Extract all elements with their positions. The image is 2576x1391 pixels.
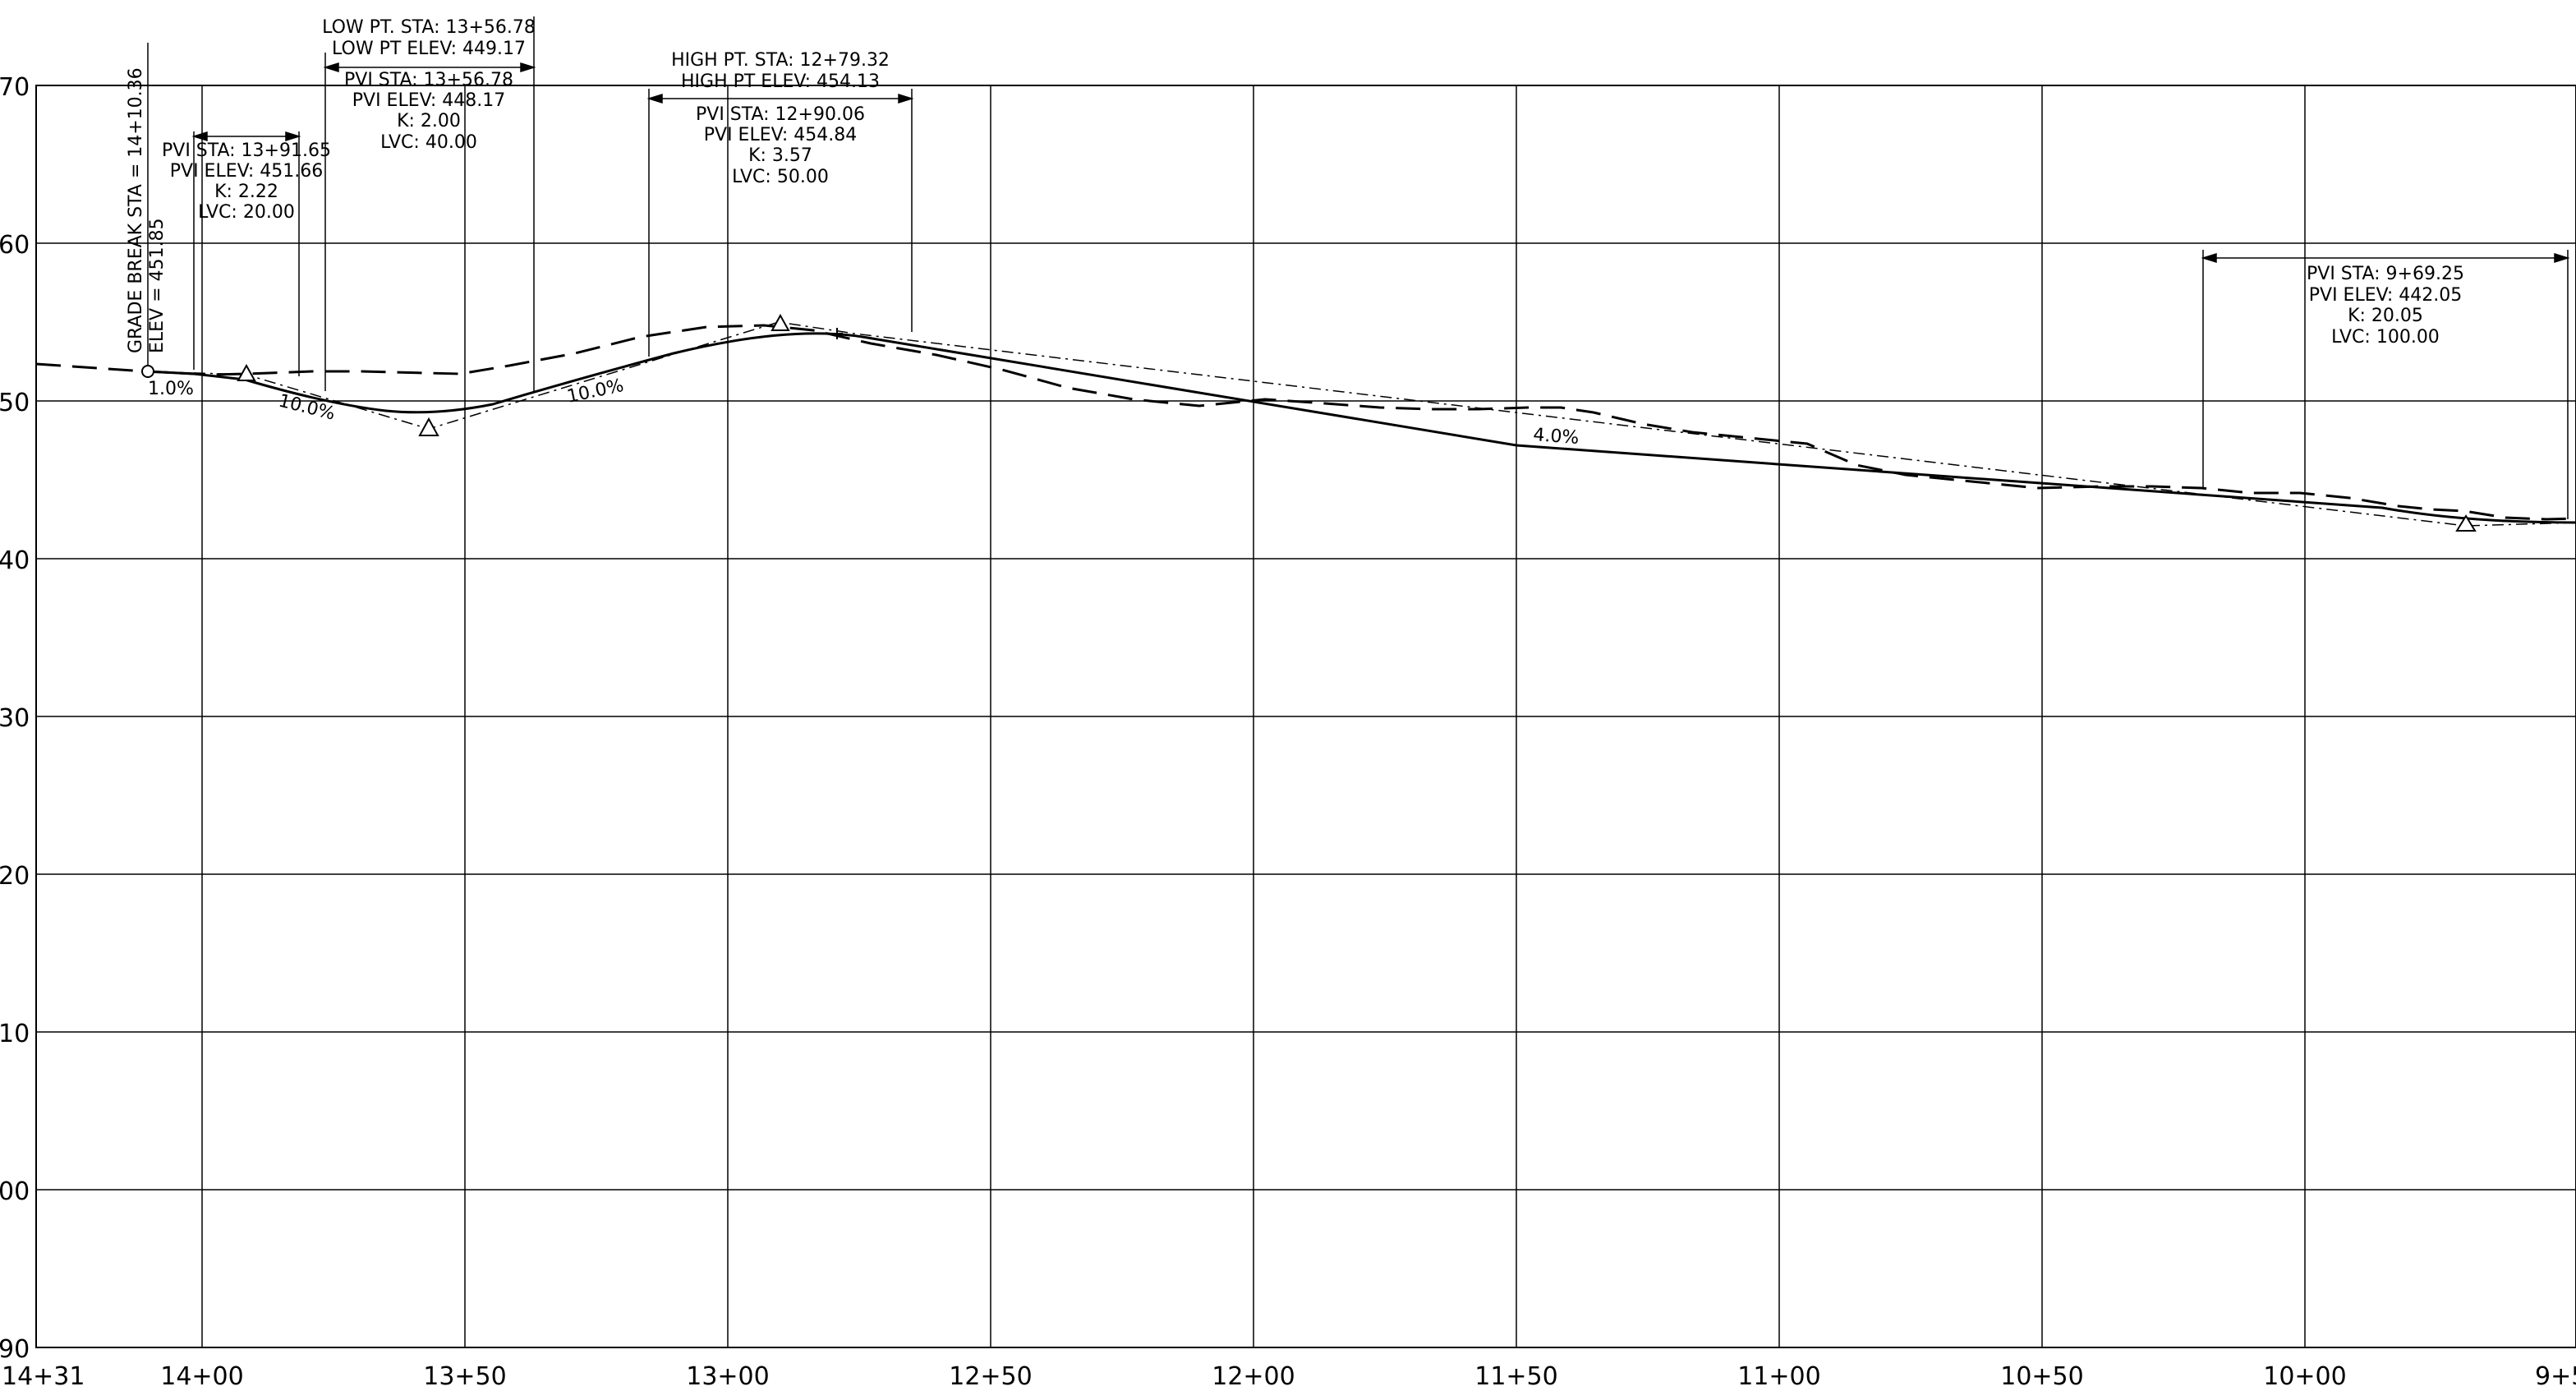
curve-4-lvc: LVC: 100.00 bbox=[2331, 327, 2440, 348]
x-tick-label: 9+5 bbox=[2535, 1362, 2576, 1391]
curve-1-lvc: LVC: 20.00 bbox=[198, 202, 295, 223]
y-tick-label: 20 bbox=[0, 862, 30, 891]
finished-grade-profile bbox=[145, 332, 2576, 524]
x-tick-label: 14+31 bbox=[2, 1362, 85, 1391]
x-tick-label: 13+50 bbox=[423, 1362, 506, 1391]
grade-break-station: GRADE BREAK STA = 14+10.36 bbox=[126, 67, 146, 353]
pvi-triangle-icon bbox=[770, 313, 790, 331]
curve-2-annotation bbox=[323, 16, 536, 391]
vertical-grid bbox=[201, 85, 2306, 1347]
curve-3-k: K: 3.57 bbox=[748, 145, 812, 166]
curve-2-k: K: 2.00 bbox=[397, 111, 461, 131]
curve-4-pvi-sta: PVI STA: 9+69.25 bbox=[2307, 264, 2464, 284]
grade-label: 4.0% bbox=[1533, 425, 1580, 449]
grade-break-circle-icon bbox=[141, 365, 154, 378]
pvi-triangle-icon bbox=[418, 417, 439, 436]
x-tick-label: 12+00 bbox=[1212, 1362, 1295, 1391]
x-tick-label: 12+50 bbox=[949, 1362, 1032, 1391]
horizontal-grid bbox=[36, 242, 2576, 1191]
pvi-markers bbox=[237, 313, 2477, 532]
x-tick-label: 10+00 bbox=[2263, 1362, 2346, 1391]
y-tick-label: 50 bbox=[0, 389, 30, 417]
y-tick-label: 70 bbox=[0, 73, 30, 102]
curve-1-pvi-elev: PVI ELEV: 451.66 bbox=[170, 161, 324, 182]
x-tick-label: 14+00 bbox=[160, 1362, 243, 1391]
curve-4-k: K: 20.05 bbox=[2348, 306, 2423, 326]
curve-2-lvc: LVC: 40.00 bbox=[380, 132, 477, 153]
y-tick-label: 00 bbox=[0, 1177, 30, 1206]
curve-2-low-pt-elev: LOW PT ELEV: 449.17 bbox=[332, 39, 526, 59]
curve-1-annotation bbox=[191, 131, 301, 376]
grade-break-elevation: ELEV = 451.85 bbox=[147, 218, 168, 353]
curve-1-k: K: 2.22 bbox=[214, 182, 278, 202]
x-tick-label: 11+50 bbox=[1474, 1362, 1557, 1391]
curve-3-lvc: LVC: 50.00 bbox=[732, 167, 829, 187]
high-point-cross-icon bbox=[831, 328, 843, 339]
y-tick-label: 90 bbox=[0, 1335, 30, 1364]
curve-4-pvi-elev: PVI ELEV: 442.05 bbox=[2309, 285, 2463, 306]
y-tick-label: 30 bbox=[0, 704, 30, 733]
x-tick-label: 10+50 bbox=[2000, 1362, 2083, 1391]
existing-ground-line bbox=[35, 324, 2576, 521]
curve-1-pvi-sta: PVI STA: 13+91.65 bbox=[162, 140, 331, 161]
x-tick-label: 13+00 bbox=[686, 1362, 769, 1391]
y-tick-label: 60 bbox=[0, 231, 30, 260]
curve-2-pvi-sta: PVI STA: 13+56.78 bbox=[344, 70, 513, 90]
curve-3-pvi-sta: PVI STA: 12+90.06 bbox=[696, 104, 865, 125]
curve-3-high-pt-sta: HIGH PT. STA: 12+79.32 bbox=[671, 50, 890, 71]
curve-4-annotation bbox=[2201, 250, 2570, 519]
curve-3-high-pt-elev: HIGH PT ELEV: 454.13 bbox=[681, 71, 880, 92]
curve-2-low-pt-sta: LOW PT. STA: 13+56.78 bbox=[322, 17, 536, 38]
grade-label: 1.0% bbox=[148, 379, 194, 399]
pvi-triangle-icon bbox=[237, 363, 256, 381]
y-tick-label: 10 bbox=[0, 1020, 30, 1048]
pvi-triangle-icon bbox=[2455, 514, 2477, 532]
curve-2-pvi-elev: PVI ELEV: 448.17 bbox=[352, 90, 506, 111]
y-tick-label: 40 bbox=[0, 546, 30, 575]
curve-3-pvi-elev: PVI ELEV: 454.84 bbox=[704, 125, 858, 145]
x-tick-label: 11+00 bbox=[1737, 1362, 1820, 1391]
curve-3-annotation bbox=[646, 89, 914, 357]
